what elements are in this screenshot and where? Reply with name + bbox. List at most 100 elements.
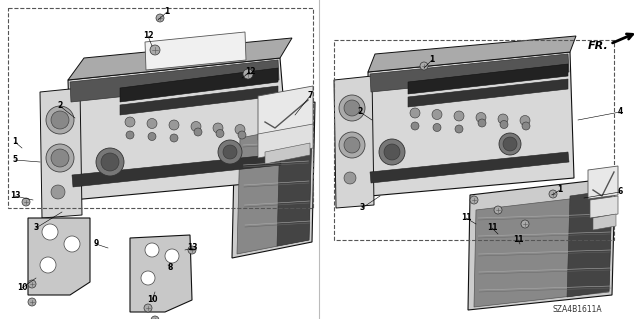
- Polygon shape: [68, 58, 290, 200]
- Polygon shape: [590, 196, 618, 218]
- Circle shape: [165, 249, 179, 263]
- Text: 2: 2: [58, 101, 63, 110]
- Text: 11: 11: [487, 224, 497, 233]
- Circle shape: [145, 243, 159, 257]
- Circle shape: [42, 224, 58, 240]
- Polygon shape: [130, 235, 192, 312]
- Circle shape: [455, 125, 463, 133]
- Text: 2: 2: [357, 108, 363, 116]
- Circle shape: [46, 144, 74, 172]
- Text: 3: 3: [360, 204, 365, 212]
- Circle shape: [51, 185, 65, 199]
- Text: 1: 1: [429, 56, 435, 64]
- Circle shape: [503, 137, 517, 151]
- Polygon shape: [237, 124, 312, 254]
- Polygon shape: [368, 52, 574, 196]
- Polygon shape: [588, 166, 618, 199]
- Polygon shape: [593, 214, 616, 230]
- Circle shape: [194, 128, 202, 136]
- Circle shape: [344, 137, 360, 153]
- Text: 12: 12: [143, 32, 153, 41]
- Circle shape: [379, 139, 405, 165]
- Circle shape: [238, 131, 246, 139]
- Circle shape: [499, 133, 521, 155]
- Circle shape: [216, 130, 224, 137]
- Polygon shape: [40, 88, 82, 218]
- Circle shape: [520, 115, 530, 125]
- Polygon shape: [567, 190, 612, 297]
- Circle shape: [147, 118, 157, 129]
- Text: 10: 10: [17, 284, 28, 293]
- Text: SZA4B1611A: SZA4B1611A: [552, 305, 602, 314]
- Text: 9: 9: [93, 240, 99, 249]
- Polygon shape: [334, 76, 374, 208]
- Circle shape: [432, 109, 442, 120]
- Circle shape: [144, 304, 152, 312]
- Circle shape: [96, 148, 124, 176]
- Polygon shape: [232, 102, 315, 258]
- Text: 13: 13: [187, 243, 197, 253]
- Circle shape: [454, 111, 464, 121]
- Circle shape: [522, 122, 530, 130]
- Circle shape: [243, 69, 253, 79]
- Polygon shape: [370, 54, 569, 92]
- Circle shape: [500, 121, 508, 129]
- Circle shape: [344, 172, 356, 184]
- Circle shape: [213, 123, 223, 133]
- Circle shape: [410, 108, 420, 118]
- Text: 8: 8: [167, 263, 173, 272]
- Text: 1: 1: [12, 137, 18, 146]
- Text: 6: 6: [618, 188, 623, 197]
- Circle shape: [494, 206, 502, 214]
- Circle shape: [51, 149, 69, 167]
- Circle shape: [223, 145, 237, 159]
- Text: 5: 5: [12, 155, 17, 165]
- Polygon shape: [70, 60, 279, 102]
- Polygon shape: [120, 86, 278, 115]
- Circle shape: [344, 100, 360, 116]
- Text: 7: 7: [307, 92, 313, 100]
- Circle shape: [549, 190, 557, 198]
- Circle shape: [420, 62, 428, 70]
- Polygon shape: [474, 194, 612, 307]
- Circle shape: [150, 45, 160, 55]
- Text: 1: 1: [557, 186, 563, 195]
- Circle shape: [126, 131, 134, 139]
- Polygon shape: [120, 68, 278, 102]
- Circle shape: [218, 140, 242, 164]
- Circle shape: [64, 236, 80, 252]
- Circle shape: [470, 196, 478, 204]
- Circle shape: [384, 144, 400, 160]
- Text: FR.: FR.: [588, 41, 609, 51]
- Circle shape: [40, 257, 56, 273]
- Circle shape: [188, 246, 196, 254]
- Circle shape: [476, 113, 486, 122]
- Polygon shape: [28, 218, 90, 295]
- Text: 11: 11: [461, 213, 471, 222]
- Text: 13: 13: [10, 191, 20, 201]
- Circle shape: [141, 271, 155, 285]
- Circle shape: [125, 117, 135, 127]
- Polygon shape: [68, 38, 292, 80]
- Circle shape: [521, 220, 529, 228]
- Circle shape: [22, 198, 30, 206]
- Text: 11: 11: [513, 235, 524, 244]
- Circle shape: [169, 120, 179, 130]
- Polygon shape: [277, 122, 312, 246]
- Circle shape: [170, 134, 178, 142]
- Text: 4: 4: [618, 108, 623, 116]
- Circle shape: [411, 122, 419, 130]
- Polygon shape: [408, 79, 568, 107]
- Text: 12: 12: [244, 68, 255, 77]
- Circle shape: [433, 123, 441, 131]
- Circle shape: [51, 111, 69, 129]
- Circle shape: [101, 153, 119, 171]
- Polygon shape: [368, 36, 576, 72]
- Polygon shape: [258, 124, 313, 158]
- Circle shape: [339, 95, 365, 121]
- Polygon shape: [145, 32, 246, 70]
- Circle shape: [191, 122, 201, 131]
- Text: 10: 10: [147, 295, 157, 305]
- Circle shape: [28, 298, 36, 306]
- Circle shape: [148, 132, 156, 140]
